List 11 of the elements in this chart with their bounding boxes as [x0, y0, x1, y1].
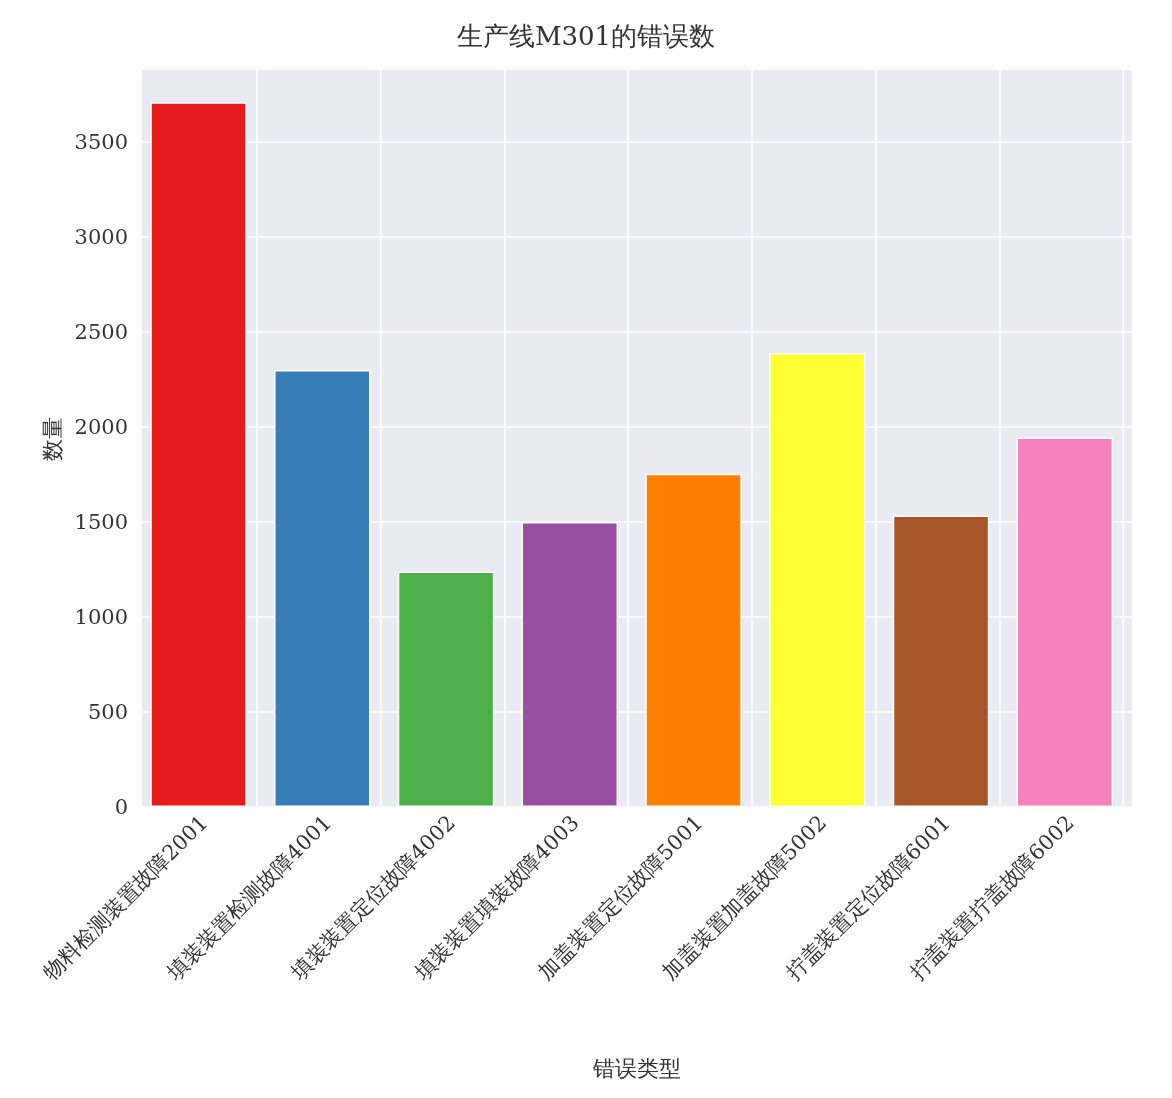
x-axis-title: 错误类型: [592, 1055, 681, 1081]
y-tick-label: 1000: [74, 605, 128, 630]
y-axis-title: 数量: [40, 416, 66, 461]
y-tick-label: 0: [114, 795, 128, 819]
chart-title: 生产线M301的错误数: [456, 21, 716, 51]
y-tick-label: 3500: [74, 130, 128, 155]
y-tick-label: 3000: [74, 225, 128, 250]
y-tick-label: 2500: [74, 320, 128, 345]
y-tick-label: 1500: [74, 510, 128, 535]
y-tick-label: 500: [87, 700, 128, 725]
y-tick-label: 2000: [74, 415, 128, 440]
